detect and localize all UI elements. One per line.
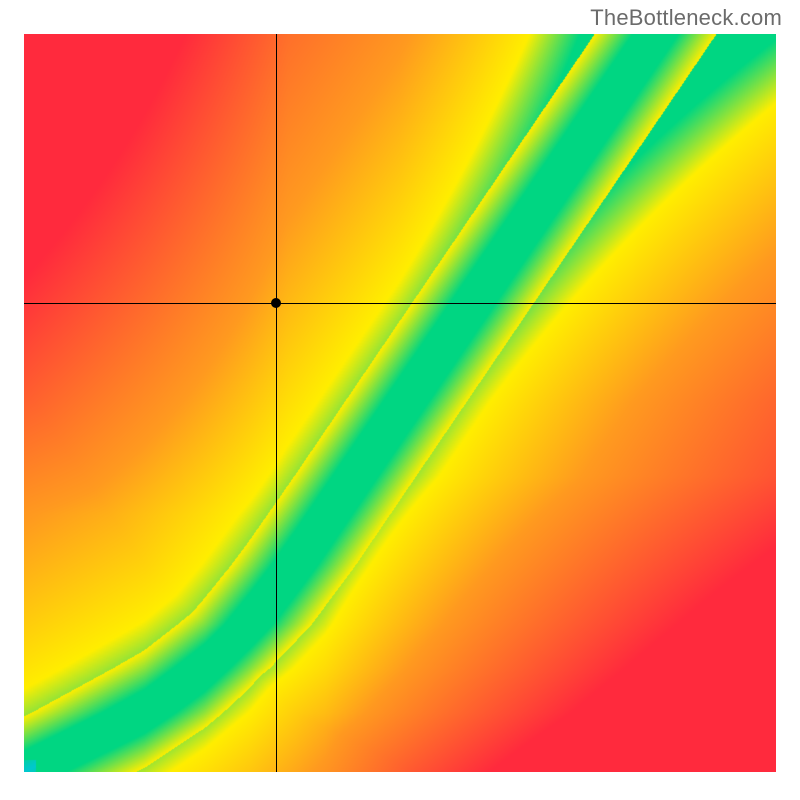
crosshair-horizontal [24, 303, 776, 304]
plot-area [24, 34, 776, 772]
watermark-text: TheBottleneck.com [590, 5, 782, 31]
chart-container: TheBottleneck.com [0, 0, 800, 800]
heatmap-canvas [24, 34, 776, 772]
data-point-marker [271, 298, 281, 308]
crosshair-vertical [276, 34, 277, 772]
